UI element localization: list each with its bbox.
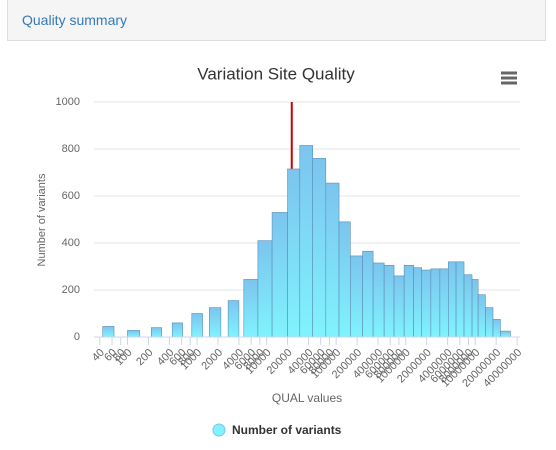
bar <box>299 145 313 338</box>
bar <box>471 279 479 338</box>
bar <box>208 307 222 338</box>
x-tick-label: 200 <box>134 347 155 368</box>
bar <box>257 240 273 338</box>
bar <box>430 268 441 338</box>
legend-marker <box>212 423 226 437</box>
bar <box>463 274 473 338</box>
y-axis-label: Number of variants <box>36 173 48 266</box>
bar <box>413 267 423 338</box>
bar <box>287 168 301 338</box>
bar <box>325 182 340 338</box>
bar <box>243 279 259 338</box>
bar <box>171 322 183 338</box>
bar <box>393 275 405 338</box>
x-axis-label: QUAL values <box>272 391 342 405</box>
bar <box>403 265 414 338</box>
y-tick-label: 400 <box>62 237 80 249</box>
bar <box>383 265 395 338</box>
bar <box>350 255 363 338</box>
y-tick-label: 0 <box>74 331 80 343</box>
menu-button[interactable] <box>496 67 522 89</box>
y-tick-label: 800 <box>62 143 80 155</box>
legend-label: Number of variants <box>232 423 342 437</box>
bar <box>312 158 327 338</box>
bar <box>102 326 115 338</box>
bar <box>338 221 351 338</box>
bar <box>127 330 141 338</box>
bar <box>439 268 449 338</box>
panel-title: Quality summary <box>22 12 128 28</box>
bar <box>151 327 162 338</box>
bar <box>191 313 203 338</box>
y-tick-label: 1000 <box>56 96 80 108</box>
y-tick-label: 200 <box>62 284 80 296</box>
bar <box>362 250 374 338</box>
chart-title: Variation Site Quality <box>197 64 355 83</box>
x-tick-label: 2000 <box>199 347 225 373</box>
bar <box>271 212 288 338</box>
panel-header: Quality summary <box>7 0 546 41</box>
bar <box>500 330 511 338</box>
bar <box>227 300 240 338</box>
bar <box>492 319 501 338</box>
y-tick-label: 600 <box>62 190 80 202</box>
bar <box>455 261 465 338</box>
bar <box>421 269 432 338</box>
bar <box>485 307 494 338</box>
bar <box>372 262 385 338</box>
bar <box>477 294 486 338</box>
bar <box>448 261 457 338</box>
